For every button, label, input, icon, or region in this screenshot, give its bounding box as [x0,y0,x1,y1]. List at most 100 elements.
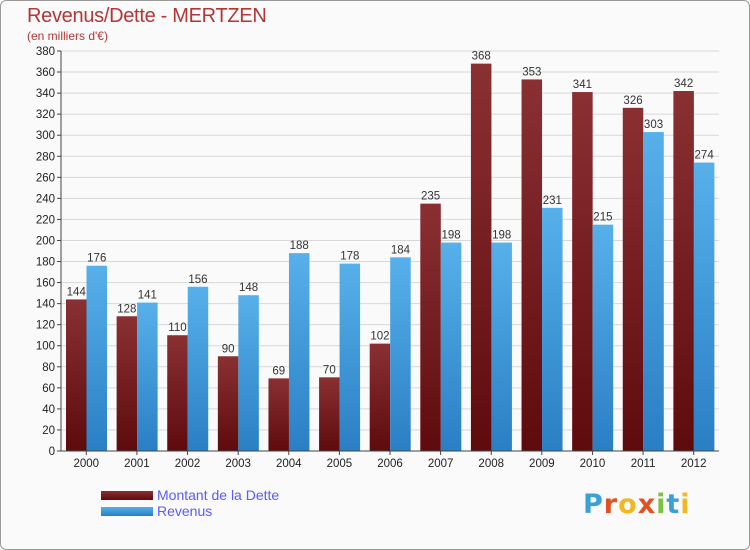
bar-revenue-2010 [592,224,614,451]
legend-swatch-revenue [101,506,153,516]
x-tick-label: 2009 [529,458,555,470]
bar-revenue-2006 [390,257,411,451]
x-tick-label: 2003 [225,458,251,470]
data-label-revenue-2009: 231 [543,195,562,207]
bar-debt-2004 [268,378,289,451]
bar-debt-2003 [217,356,239,451]
y-tick-label: 20 [42,425,55,437]
x-tick-label: 2008 [478,458,504,470]
bar-revenue-2003 [238,295,259,451]
proxiti-logo: Proxiti [583,489,691,520]
bar-revenue-2011 [643,132,664,452]
x-tick-label: 2001 [124,458,150,470]
bar-debt-2008 [470,63,492,451]
x-tick-label: 2012 [681,458,707,470]
data-label-debt-2012: 342 [674,78,693,90]
y-tick-label: 80 [42,362,55,374]
y-tick-label: 0 [49,446,55,458]
bar-revenue-2012 [693,162,715,451]
legend-item-debt: Montant de la Dette [101,487,279,503]
data-label-revenue-2005: 178 [340,251,359,263]
bar-revenue-2004 [288,253,310,451]
x-tick-label: 2002 [175,458,201,470]
data-label-debt-2000: 144 [67,286,87,298]
x-tick-label: 2006 [377,458,403,470]
bar-revenue-2001 [137,302,158,451]
data-label-debt-2001: 128 [117,303,136,315]
data-label-debt-2009: 353 [522,66,541,78]
y-tick-label: 100 [36,341,55,353]
chart-title: Revenus/Dette - MERTZEN [27,5,267,27]
bar-debt-2006 [369,343,391,451]
bar-debt-2007 [420,203,441,451]
bar-debt-2011 [622,107,644,451]
y-tick-label: 60 [42,383,55,395]
y-tick-label: 180 [36,257,55,269]
logo-letter: o [618,489,638,520]
data-label-debt-2011: 326 [623,95,642,107]
bar-debt-2002 [167,335,188,451]
logo-letter: i [656,489,667,520]
y-tick-label: 140 [36,299,55,311]
data-label-revenue-2003: 148 [239,282,258,294]
data-label-revenue-2007: 198 [441,230,460,242]
data-label-revenue-2010: 215 [593,212,612,224]
y-tick-label: 380 [36,46,55,58]
x-tick-label: 2011 [631,458,656,470]
axes: 0 20 40 60 80 100 120 140 160 180 200 220 240 260 280 3… [36,46,719,470]
data-label-revenue-2004: 188 [290,240,309,252]
data-label-debt-2010: 341 [573,79,592,91]
y-tick-label: 340 [36,88,55,100]
legend: Montant de la Dette Revenus [101,487,279,519]
y-tick-label: 360 [36,67,55,79]
bar-debt-2009 [521,79,543,451]
y-tick-label: 120 [36,320,55,332]
x-tick-label: 2010 [580,458,606,470]
data-label-debt-2007: 235 [421,191,440,203]
data-label-debt-2004: 69 [272,365,285,377]
data-label-debt-2008: 368 [472,51,491,63]
y-tick-label: 300 [36,130,55,142]
data-label-revenue-2000: 176 [87,253,106,265]
y-tick-label: 40 [42,404,55,416]
y-tick-label: 280 [36,151,55,163]
data-label-revenue-2012: 274 [695,150,715,162]
bar-revenue-2008 [491,242,512,451]
bar-revenue-2005 [339,263,361,451]
bar-debt-2005 [319,377,340,451]
data-label-revenue-2001: 141 [138,290,157,302]
logo-letter: t [666,489,681,520]
data-label-revenue-2006: 184 [391,244,411,256]
bar-debt-2010 [572,92,593,451]
bar-revenue-2002 [187,286,209,451]
y-tick-label: 220 [36,214,55,226]
bar-revenue-2009 [542,207,563,451]
x-tick-label: 2007 [428,458,454,470]
legend-swatch-debt [101,490,153,500]
data-label-revenue-2011: 303 [644,119,663,131]
logo-letter: i [680,489,691,520]
bar-debt-2001 [116,316,138,451]
legend-label-revenue: Revenus [157,503,213,519]
data-label-debt-2003: 90 [222,343,235,355]
y-tick-label: 240 [36,193,55,205]
logo-letter: r [603,489,619,520]
bar-revenue-2007 [440,242,462,451]
logo-letter: P [583,489,604,520]
y-tick-label: 260 [36,172,55,184]
bar-debt-2000 [66,299,87,451]
bar-debt-2012 [673,91,694,451]
data-label-debt-2005: 70 [323,364,336,376]
data-label-revenue-2002: 156 [188,274,207,286]
x-tick-label: 2005 [327,458,353,470]
chart-subtitle: (en milliers d'€) [27,29,108,43]
data-label-debt-2002: 110 [168,322,186,334]
data-label-revenue-2008: 198 [492,230,511,242]
y-tick-label: 320 [36,109,55,121]
y-tick-label: 160 [36,278,55,290]
y-tick-label: 200 [36,235,55,247]
legend-item-revenue: Revenus [101,503,279,519]
